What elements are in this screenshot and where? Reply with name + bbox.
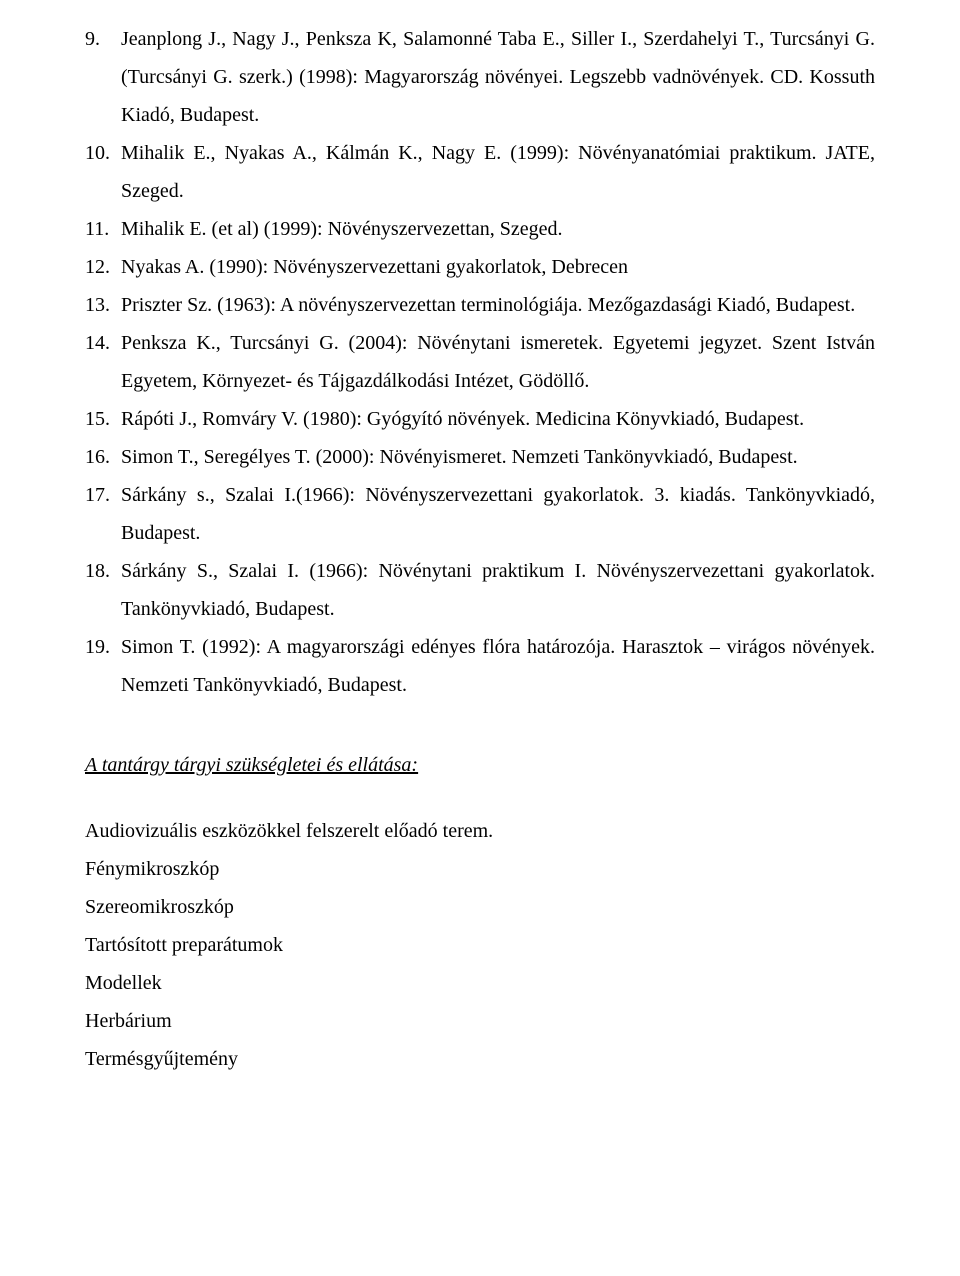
requirement-item: Modellek [85,964,875,1002]
reference-item: Sárkány S., Szalai I. (1966): Növénytani… [85,552,875,628]
reference-item: Sárkány s., Szalai I.(1966): Növényszerv… [85,476,875,552]
requirement-item: Audiovizuális eszközökkel felszerelt elő… [85,812,875,850]
reference-item: Simon T. (1992): A magyarországi edényes… [85,628,875,704]
reference-list: Jeanplong J., Nagy J., Penksza K, Salamo… [85,20,875,704]
reference-item: Rápóti J., Romváry V. (1980): Gyógyító n… [85,400,875,438]
section-heading: A tantárgy tárgyi szükségletei és ellátá… [85,746,875,784]
reference-item: Mihalik E. (et al) (1999): Növényszervez… [85,210,875,248]
requirement-item: Herbárium [85,1002,875,1040]
reference-item: Mihalik E., Nyakas A., Kálmán K., Nagy E… [85,134,875,210]
reference-item: Penksza K., Turcsányi G. (2004): Növényt… [85,324,875,400]
requirement-item: Fénymikroszkóp [85,850,875,888]
reference-item: Nyakas A. (1990): Növényszervezettani gy… [85,248,875,286]
requirement-item: Szereomikroszkóp [85,888,875,926]
requirement-item: Tartósított preparátumok [85,926,875,964]
reference-item: Priszter Sz. (1963): A növényszervezetta… [85,286,875,324]
reference-item: Jeanplong J., Nagy J., Penksza K, Salamo… [85,20,875,134]
reference-item: Simon T., Seregélyes T. (2000): Növényis… [85,438,875,476]
requirement-item: Termésgyűjtemény [85,1040,875,1078]
